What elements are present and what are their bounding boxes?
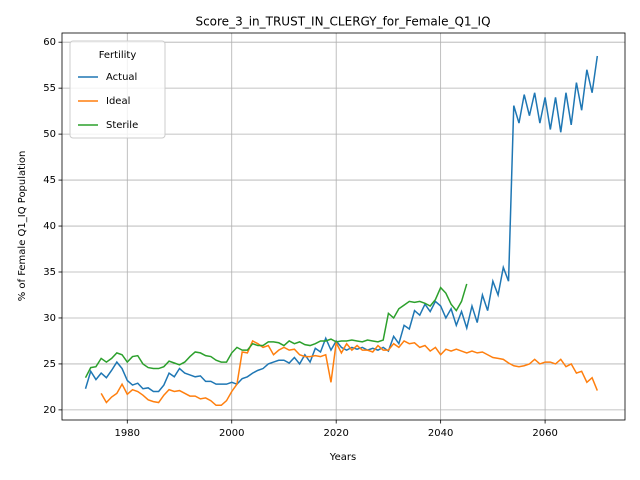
x-tick-label: 2000 (219, 428, 244, 439)
y-tick-label: 30 (43, 313, 56, 324)
y-axis-label: % of Female Q1_IQ Population (17, 151, 28, 302)
y-tick-label: 40 (43, 221, 56, 232)
x-tick-label: 1980 (115, 428, 140, 439)
line-series (84, 55, 599, 393)
chart-title: Score_3_in_TRUST_IN_CLERGY_for_Female_Q1… (195, 15, 490, 29)
line-series (100, 339, 599, 407)
x-tick-label: 2040 (428, 428, 453, 439)
x-tick-label: 2060 (532, 428, 557, 439)
y-tick-label: 20 (43, 405, 56, 416)
line-series (84, 283, 468, 379)
y-tick-label: 45 (43, 175, 56, 186)
y-tick-label: 25 (43, 359, 56, 370)
y-tick-label: 50 (43, 129, 56, 140)
legend-label: Ideal (106, 96, 130, 107)
y-tick-label: 35 (43, 267, 56, 278)
legend: Fertility Actual Ideal Sterile (69, 40, 166, 139)
x-tick-label: 2020 (323, 428, 348, 439)
plot-frame (61, 32, 626, 421)
x-axis-label: Years (329, 452, 356, 463)
y-tick-label: 55 (43, 83, 56, 94)
y-tick-label: 60 (43, 37, 56, 48)
legend-title: Fertility (99, 50, 137, 61)
legend-label: Sterile (106, 120, 138, 131)
legend-box (69, 40, 166, 139)
legend-label: Actual (106, 72, 137, 83)
